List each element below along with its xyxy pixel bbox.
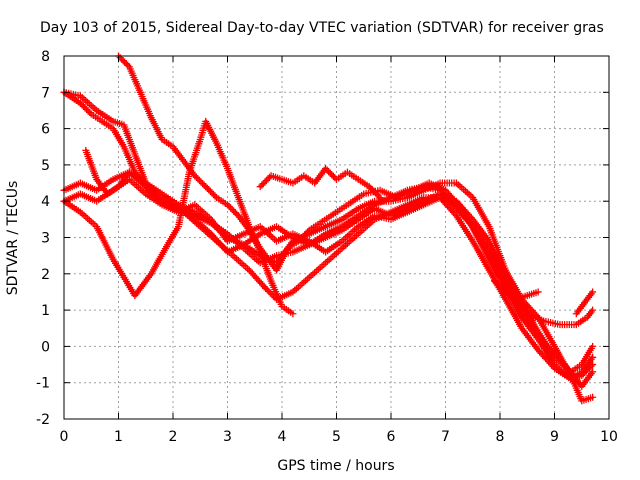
y-tick-label: 5 xyxy=(41,158,50,174)
series-track-c xyxy=(60,175,597,390)
data-point xyxy=(202,183,210,191)
x-tick-label: 6 xyxy=(387,429,396,445)
y-tick-label: -1 xyxy=(36,376,50,392)
series-track-i xyxy=(491,277,542,303)
y-tick-label: -2 xyxy=(36,412,50,428)
x-tick-labels: 0 1 2 3 4 5 6 7 8 9 10 xyxy=(60,429,618,445)
series-track-f xyxy=(115,52,597,329)
data-point xyxy=(491,277,499,285)
y-tick-label: 2 xyxy=(41,267,50,283)
y-axis-label: SDTVAR / TECUs xyxy=(5,181,21,296)
series-trail xyxy=(258,166,382,200)
series-trail xyxy=(116,54,595,329)
x-axis-label: GPS time / hours xyxy=(277,458,394,474)
x-tick-label: 10 xyxy=(600,429,618,445)
x-tick-label: 9 xyxy=(550,429,559,445)
y-tick-label: 7 xyxy=(41,85,50,101)
series-trail xyxy=(574,290,595,316)
data-point xyxy=(376,194,384,202)
y-tick-labels: -2 -1 0 1 2 3 4 5 6 7 8 xyxy=(36,49,50,428)
y-tick-label: 0 xyxy=(41,339,50,355)
grid-lines xyxy=(64,56,609,419)
x-tick-label: 2 xyxy=(169,429,178,445)
chart-title: Day 103 of 2015, Sidereal Day-to-day VTE… xyxy=(40,20,604,36)
axis-ticks xyxy=(63,55,610,420)
y-tick-label: 3 xyxy=(41,231,50,247)
x-tick-label: 3 xyxy=(223,429,232,445)
data-points xyxy=(60,52,597,405)
series-track-h xyxy=(256,165,384,202)
x-tick-label: 0 xyxy=(60,429,69,445)
x-tick-label: 5 xyxy=(332,429,341,445)
series-track-j xyxy=(572,288,597,318)
data-point xyxy=(256,183,264,191)
data-point xyxy=(589,361,597,369)
x-tick-label: 7 xyxy=(441,429,450,445)
series-trail xyxy=(62,119,295,316)
x-tick-label: 1 xyxy=(114,429,123,445)
y-tick-label: 4 xyxy=(41,194,50,210)
y-tick-label: 1 xyxy=(41,303,50,319)
series-track-g xyxy=(60,117,297,318)
x-tick-label: 4 xyxy=(278,429,287,445)
y-tick-label: 6 xyxy=(41,122,50,138)
series-trail xyxy=(492,279,540,302)
y-tick-label: 8 xyxy=(41,49,50,65)
x-tick-label: 8 xyxy=(496,429,505,445)
